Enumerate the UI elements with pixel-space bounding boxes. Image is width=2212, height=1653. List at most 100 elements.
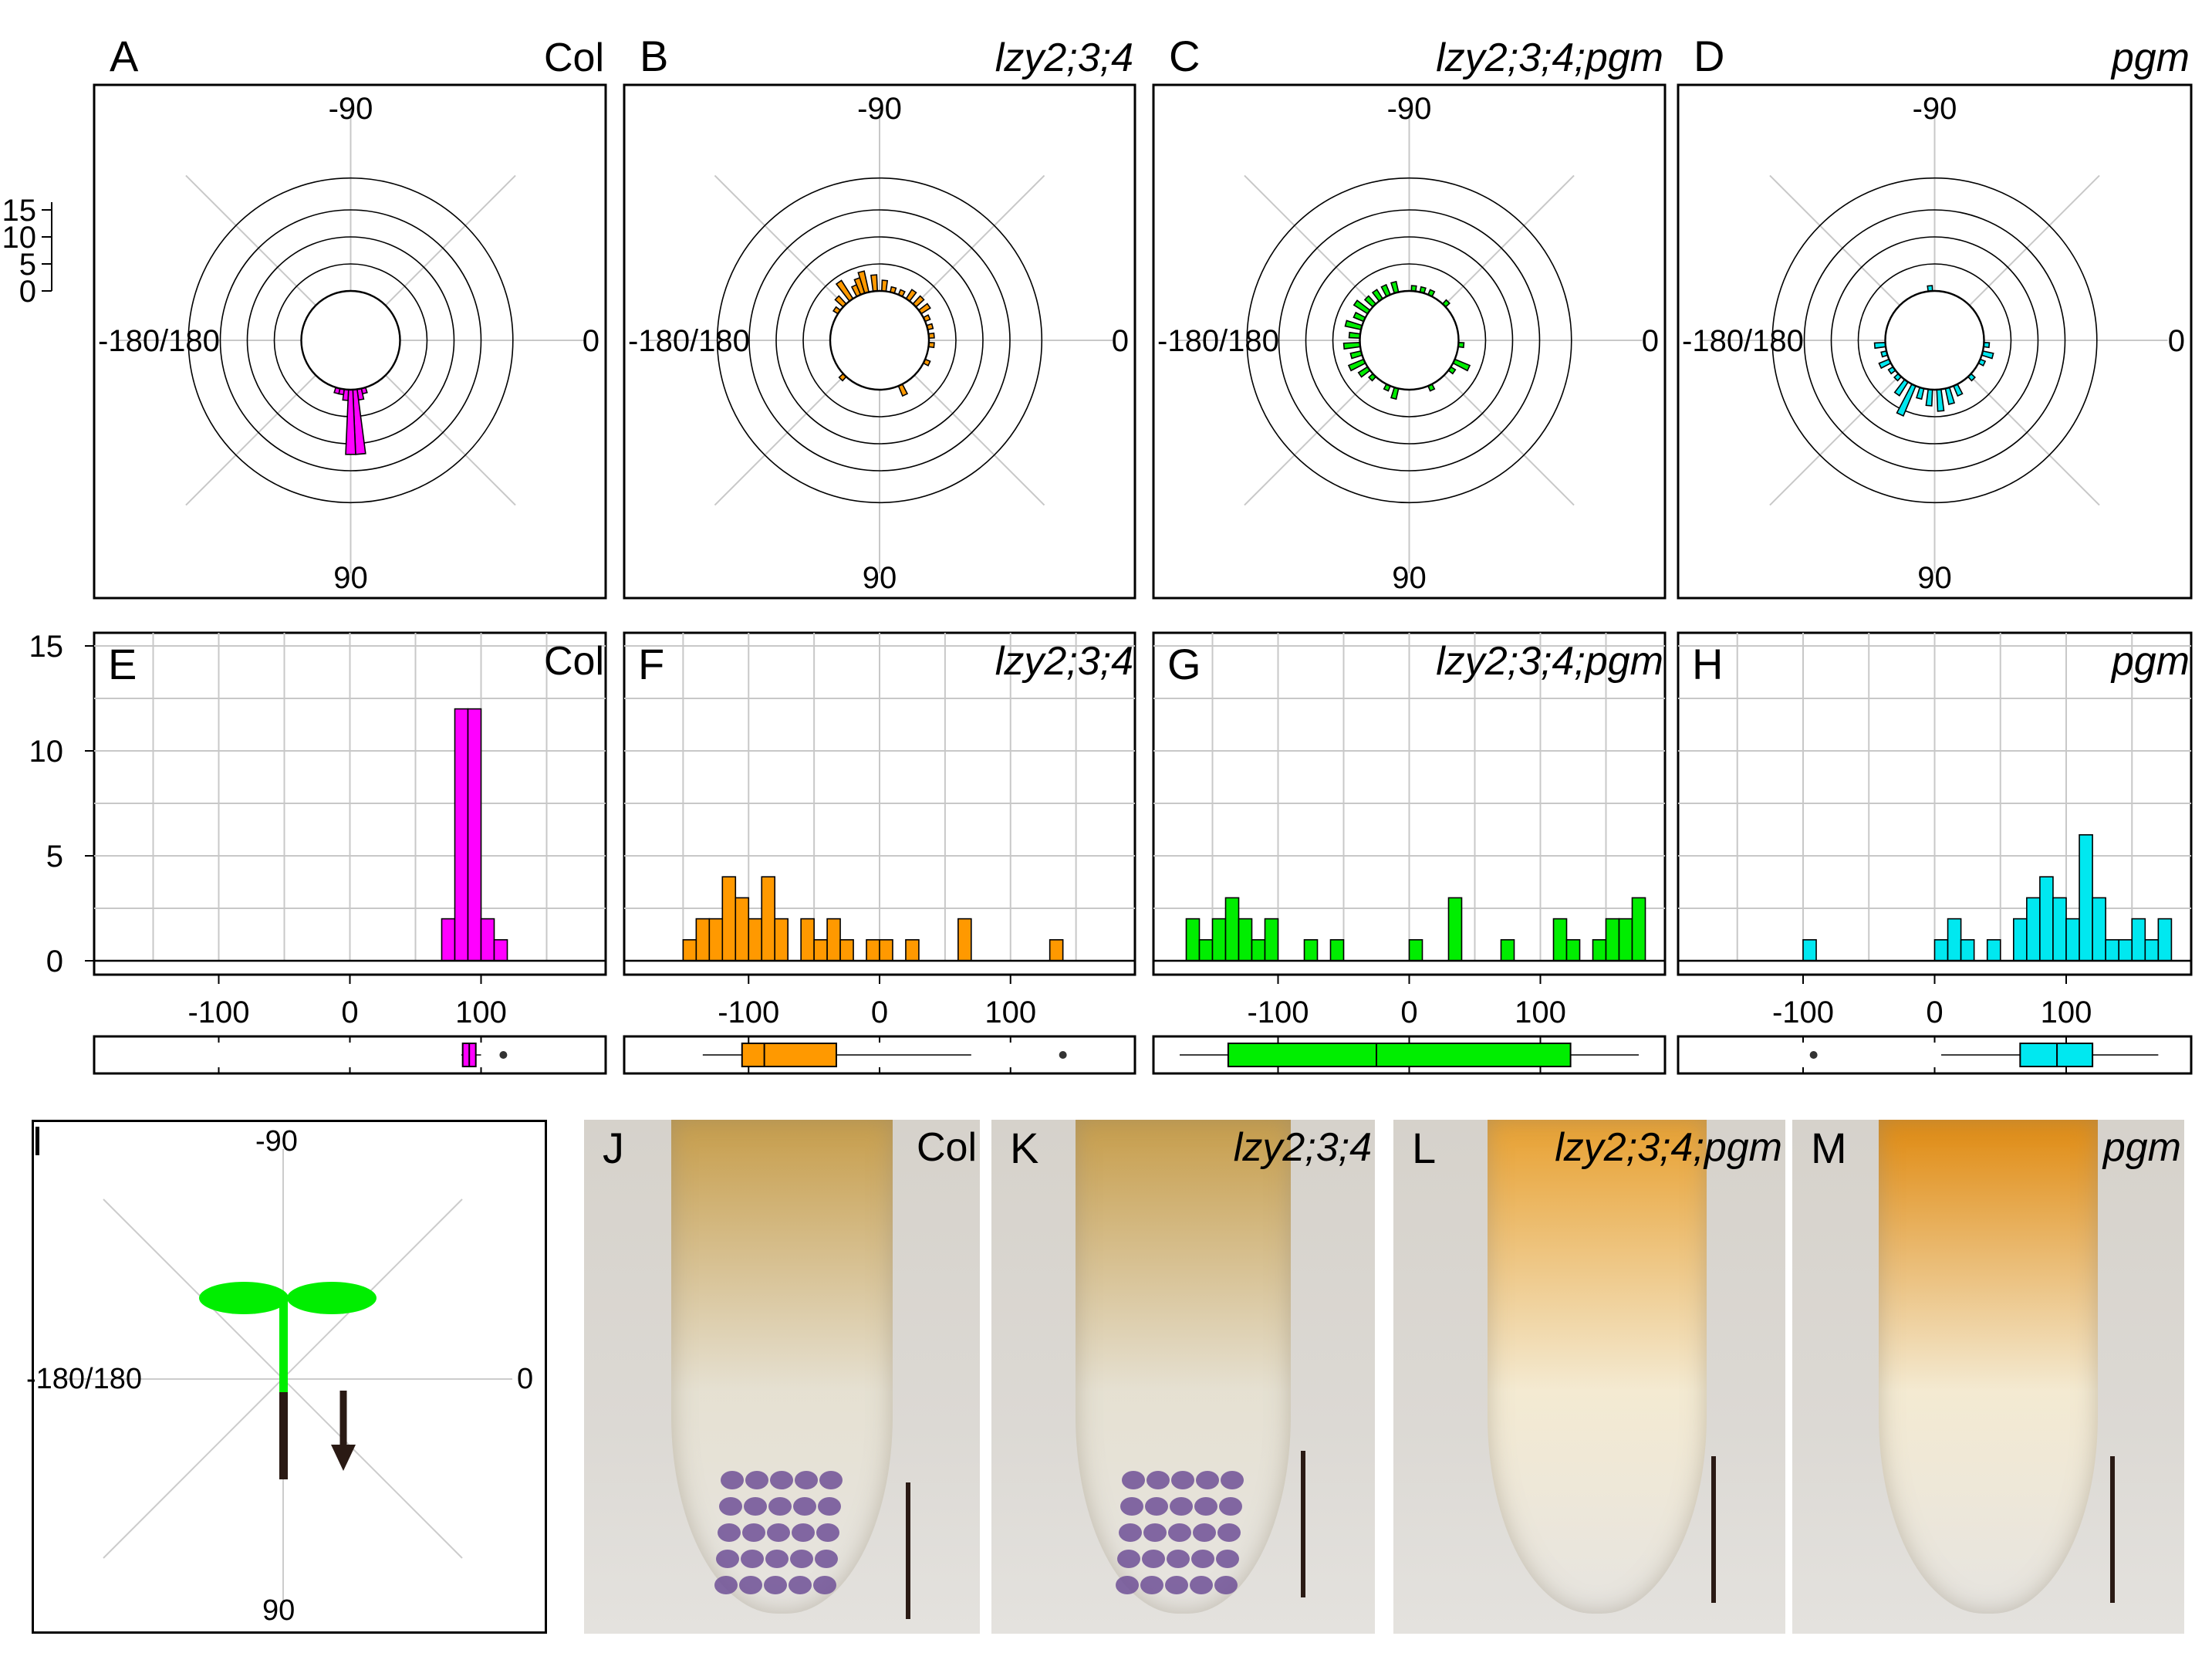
panel-letter: H: [1692, 640, 1723, 688]
histogram-bar: [1605, 918, 1620, 962]
genotype-label: lzy2;3;4;pgm: [1436, 639, 1663, 684]
x-tick-label: 100: [1515, 996, 1566, 1029]
x-tick-label: 0: [341, 996, 358, 1029]
radial-tick-label: 5: [19, 248, 36, 282]
polar-zero-circle: [1359, 289, 1460, 391]
amyloplast-cell: [1144, 1497, 1168, 1516]
genotype-label: Col: [916, 1125, 977, 1170]
polar-ring: [187, 177, 514, 504]
histogram-bar: [774, 918, 789, 962]
histogram-bar: [866, 939, 880, 962]
amyloplast-cell: [1118, 1523, 1142, 1542]
angle-label-top: -90: [255, 1125, 298, 1158]
scale-bar: [2110, 1456, 2115, 1603]
amyloplast-cell: [1121, 1471, 1145, 1489]
histogram-bar: [1631, 897, 1646, 962]
amyloplast-cell: [743, 1497, 767, 1516]
amyloplast-cell: [1192, 1523, 1216, 1542]
histogram-bar: [2052, 897, 2067, 962]
amyloplast-cell: [1218, 1497, 1242, 1516]
histogram-bar: [493, 939, 508, 962]
histogram-bar: [2144, 939, 2160, 962]
histogram-bar: [1408, 939, 1423, 962]
amyloplast-cell: [1195, 1471, 1219, 1489]
amyloplast-cell: [1166, 1550, 1190, 1568]
amyloplast-cell: [789, 1550, 813, 1568]
y-tick-label: 15: [29, 630, 64, 664]
polar-label-bottom: 90: [1392, 561, 1427, 595]
histogram-bar: [1552, 918, 1568, 962]
panel-letter: K: [1010, 1124, 1039, 1172]
schematic-drawing: [57, 1149, 512, 1601]
amyloplast-cell: [720, 1471, 744, 1489]
histogram-bar: [2105, 939, 2120, 962]
x-tick-label: -100: [187, 996, 249, 1029]
amyloplast-cell: [814, 1550, 838, 1568]
seedling-icon: [199, 1282, 377, 1479]
amyloplast-cell: [768, 1497, 792, 1516]
histogram-bar: [1198, 939, 1214, 962]
histogram-bar: [905, 939, 920, 962]
micrograph-J: J Col: [584, 1120, 980, 1634]
histogram-bar: [2131, 918, 2146, 962]
polar-ring: [1246, 177, 1572, 504]
amyloplast-cell: [1116, 1550, 1140, 1568]
histogram-bar: [467, 708, 482, 962]
amyloplast-cell: [718, 1497, 742, 1516]
histogram-bar: [879, 939, 893, 962]
amyloplast-cell: [765, 1550, 789, 1568]
polar-label-right: 0: [583, 324, 599, 358]
boxplot-outlier: [1059, 1051, 1067, 1059]
histogram-bar: [761, 876, 776, 962]
histogram-bar: [454, 708, 469, 962]
amyloplast-cell: [1190, 1550, 1214, 1568]
polar-ring: [775, 236, 984, 445]
histogram-bar: [1565, 939, 1581, 962]
gravity-arrow-icon: [331, 1391, 356, 1471]
amyloplast-cell: [1214, 1576, 1238, 1594]
polar-label-right: 0: [2168, 324, 2185, 358]
amyloplast-cell: [714, 1576, 738, 1594]
boxplot-box: [741, 1043, 837, 1067]
panel-letter: I: [32, 1118, 44, 1165]
polar-ring: [1857, 263, 2012, 417]
polar-label-left: -180/180: [1682, 324, 1804, 358]
genotype-label: lzy2;3;4: [1233, 1125, 1372, 1170]
amyloplast-cell: [792, 1497, 816, 1516]
histogram-bar: [1329, 939, 1345, 962]
polar-label-top: -90: [1913, 92, 1957, 126]
boxplot-outlier: [499, 1051, 508, 1059]
genotype-label: pgm: [2110, 639, 2190, 684]
amyloplast-cell: [816, 1523, 839, 1542]
polar-ring: [802, 263, 957, 417]
amyloplast-cell: [1120, 1497, 1143, 1516]
genotype-label: lzy2;3;4: [995, 35, 1133, 80]
y-tick-label: 5: [46, 840, 63, 874]
polar-ring: [748, 209, 1011, 472]
polar-label-left: -180/180: [628, 324, 750, 358]
panel-letter: J: [603, 1124, 624, 1172]
histogram-bar: [2039, 876, 2054, 962]
scale-bar: [1301, 1451, 1305, 1597]
panel-letter: D: [1694, 32, 1724, 80]
root-tip: [1487, 1120, 1707, 1614]
histogram-bar: [1947, 918, 1962, 962]
histogram-bar: [1251, 939, 1266, 962]
amyloplast-cell: [1164, 1576, 1188, 1594]
polar-zero-circle: [1884, 289, 1985, 391]
panel-letter: M: [1811, 1124, 1847, 1172]
polar-bar: [1348, 331, 1361, 340]
genotype-label: pgm: [2110, 35, 2190, 80]
histogram-bar: [1592, 939, 1607, 962]
x-tick-label: -100: [1247, 996, 1309, 1029]
histogram-bar: [2013, 918, 2028, 962]
histogram-bar: [708, 918, 724, 962]
amyloplast-cell: [817, 1497, 841, 1516]
amyloplast-cell: [1143, 1523, 1167, 1542]
histogram-bar: [695, 918, 711, 962]
histogram-bar: [480, 918, 495, 962]
panel-letter: F: [638, 640, 664, 688]
panel-letter: E: [108, 640, 137, 688]
